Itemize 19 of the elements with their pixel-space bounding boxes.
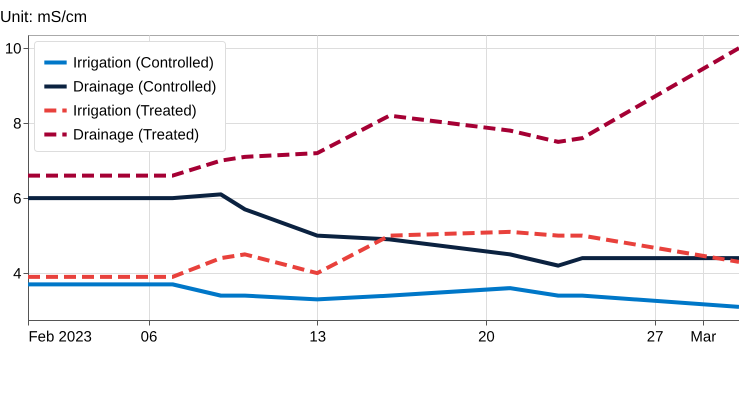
line-series — [28, 230, 739, 279]
line-series — [28, 192, 739, 268]
x-tick-label: 06 — [140, 328, 158, 346]
y-tick-label: 10 — [4, 40, 22, 58]
x-tick-label: 20 — [478, 328, 495, 346]
chart-title: Unit: mS/cm — [0, 9, 88, 26]
line-series — [28, 282, 739, 309]
legend-label: Irrigation (Controlled) — [73, 54, 214, 72]
y-tick-label: 4 — [13, 266, 22, 283]
x-tick-label: Feb 2023 — [28, 328, 92, 346]
legend-label: Drainage (Treated) — [73, 126, 200, 144]
legend-label: Drainage (Controlled) — [73, 78, 216, 96]
line-series — [28, 46, 739, 178]
y-tick-label: 8 — [13, 116, 22, 133]
legend-label: Irrigation (Treated) — [73, 102, 197, 120]
y-tick-label: 6 — [13, 190, 22, 208]
x-tick-label: Mar — [690, 328, 716, 346]
x-tick-label: 27 — [646, 328, 664, 346]
x-tick-label: 13 — [309, 328, 326, 346]
